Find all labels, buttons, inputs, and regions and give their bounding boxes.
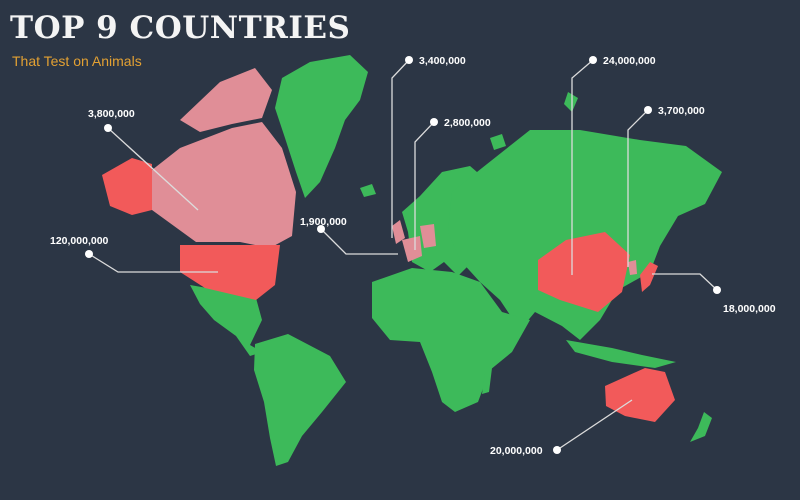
leader-dot [317,225,325,233]
usa-value-label: 120,000,000 [50,235,109,247]
australia-shape [605,368,675,422]
leader-line [627,109,649,267]
south-korea-shape [628,260,637,275]
leader-dot [553,446,561,454]
leader-dot [85,250,93,258]
usa-shape [180,245,280,300]
south-america-shape [254,334,346,466]
arctic-islands-shape-2 [490,134,506,150]
asia-shape [448,130,722,340]
indonesia-shape [566,340,676,368]
leader-dots [85,56,721,454]
leader-line [556,399,633,451]
leader-line [571,59,594,275]
japan-value-label: 18,000,000 [723,303,776,315]
africa-shape [372,268,530,412]
south-korea-value-label: 3,700,000 [658,105,705,117]
china-shape [538,232,630,312]
leader-dot [430,118,438,126]
leader-line [320,228,398,255]
leader-lines [88,59,718,451]
japan-shape [640,262,658,292]
canada-region [152,68,296,248]
canada-value-label: 3,800,000 [88,108,135,120]
uk-value-label: 1,900,000 [300,216,347,228]
uk-shape [392,220,405,244]
leader-line [88,253,218,273]
germany-value-label: 2,800,000 [444,117,491,129]
value-labels: 3,800,000 120,000,000 1,900,000 3,400,00… [50,55,776,457]
france-shape [402,236,422,262]
leader-dot [405,56,413,64]
leader-dot [104,124,112,132]
leader-dot [644,106,652,114]
page-title: TOP 9 COUNTRIES [10,10,351,46]
leader-line [107,127,199,211]
arctic-islands-shape [564,92,578,112]
leader-line [652,273,718,291]
france-value-label: 3,400,000 [419,55,466,67]
iceland-shape [360,184,376,197]
canada-shape [152,122,296,248]
leader-line [414,121,435,250]
greenland-shape [275,55,368,198]
europe-highlight-region [392,220,637,275]
page-subtitle: That Test on Animals [12,53,142,69]
germany-shape [420,224,436,248]
top-country-region [102,158,675,422]
alaska-shape [102,158,152,215]
leader-line [391,59,410,238]
madagascar-shape [482,368,492,394]
leader-dot [713,286,721,294]
china-value-label: 24,000,000 [603,55,656,67]
new-zealand-shape [690,412,712,442]
central-america-shape [190,285,262,356]
land-masses [190,55,722,466]
arctic-archipelago-shape [180,68,272,132]
leader-dot [589,56,597,64]
australia-value-label: 20,000,000 [490,445,543,457]
